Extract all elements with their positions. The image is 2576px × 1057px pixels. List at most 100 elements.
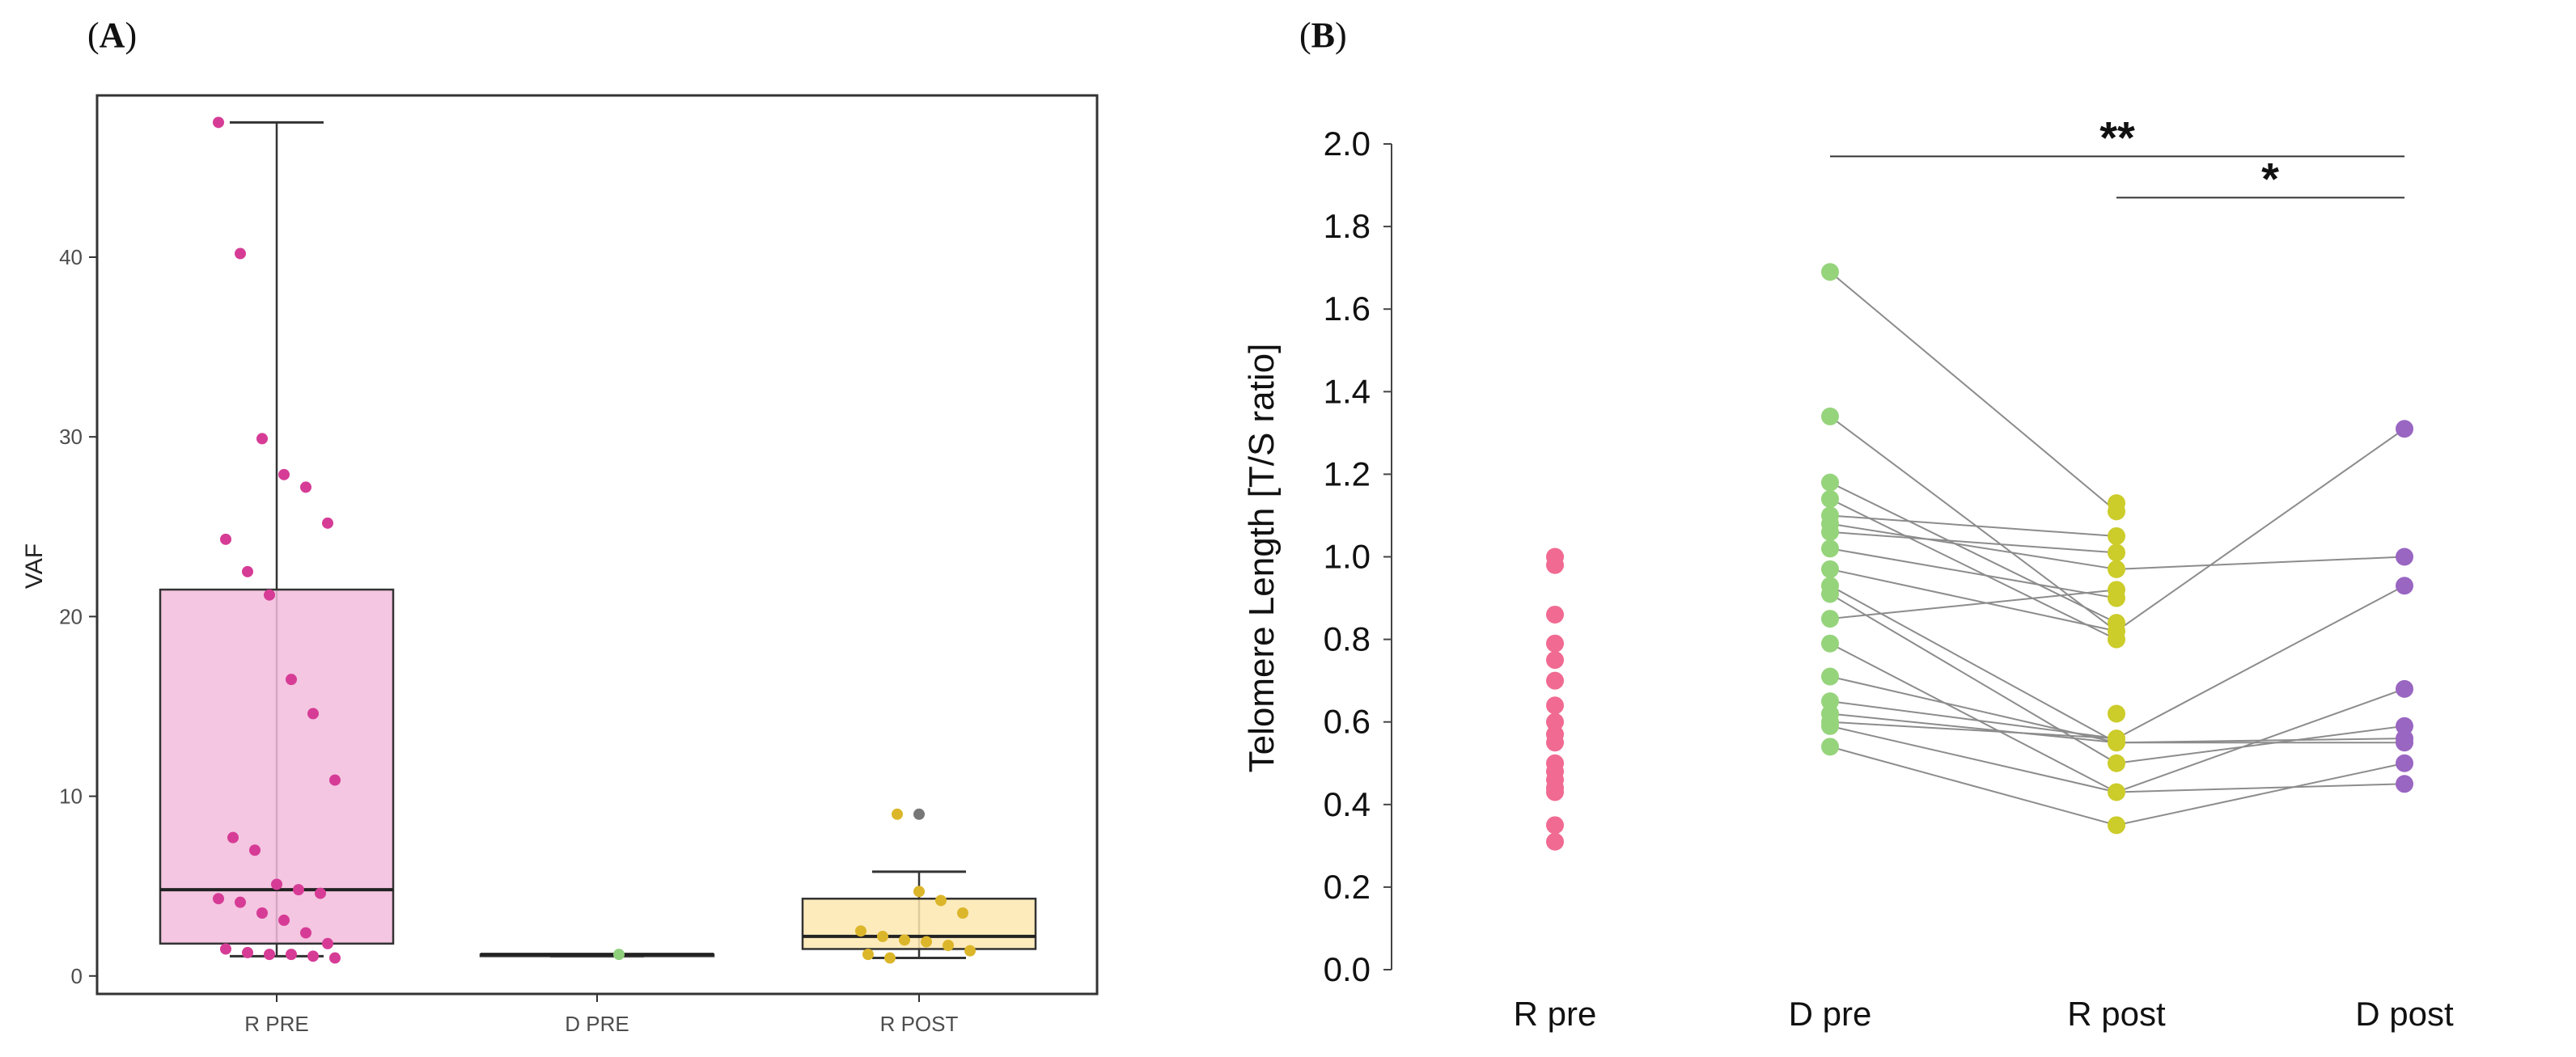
- panel-b-data-point: [1821, 560, 1839, 578]
- panel-b-pair-line: [2116, 585, 2405, 740]
- panel-a-data-point: [322, 517, 333, 529]
- panel-b-data-point: [1546, 671, 1564, 690]
- panel-b-data-point: [2108, 734, 2125, 752]
- panel-b-data-point: [1546, 605, 1564, 624]
- panel-b-data-point: [2108, 502, 2125, 521]
- panel-a-points: [213, 116, 976, 964]
- panel-b-y-tick-label: 1.0: [1324, 538, 1371, 576]
- panel-b-data-point: [2108, 754, 2125, 772]
- panel-b-data-point: [2396, 679, 2413, 698]
- panel-b-data-point: [1546, 783, 1564, 801]
- panel-b-significance-label: **: [2099, 112, 2135, 163]
- panel-a-data-point: [935, 894, 947, 907]
- panel-a-data-point: [278, 468, 290, 480]
- panel-a-y-tick-label: 40: [59, 245, 83, 269]
- panel-a-data-point: [921, 936, 932, 948]
- panel-a-chart: 0 10 20 30 40 R PRE D PRE R POST VAF: [21, 94, 1099, 1036]
- panel-b-y-tick-label: 0.6: [1324, 703, 1371, 741]
- panel-b-pair-line: [1829, 568, 2117, 632]
- panel-b-data-point: [1821, 634, 1839, 653]
- panel-b-data-point: [2108, 783, 2125, 801]
- panel-a-data-point: [278, 914, 290, 926]
- panel-b-data-point: [2108, 816, 2125, 835]
- panel-a-data-point: [235, 247, 246, 260]
- panel-a-data-point: [264, 949, 275, 961]
- panel-b-pair-line: [2116, 428, 2405, 632]
- panel-b-significance: ***: [1830, 112, 2404, 204]
- panel-b-pair-line: [1829, 514, 2117, 537]
- panel-b-y-tick-label: 0.4: [1324, 785, 1371, 823]
- panel-a-data-point: [315, 887, 326, 899]
- panel-a-x-tick-label: D PRE: [565, 1012, 629, 1036]
- panel-b-pair-line: [1829, 585, 2117, 744]
- panel-b-data-point: [1546, 832, 1564, 851]
- panel-b-y-tick-label: 1.2: [1324, 455, 1371, 493]
- panel-b-pair-line: [1829, 642, 2117, 793]
- panel-b-x-axis: R pre D pre R post D post: [1514, 995, 2454, 1033]
- panel-b-data-point: [2108, 589, 2125, 607]
- panel-a-y-axis: 0 10 20 30 40: [59, 245, 97, 988]
- panel-a-data-point: [264, 589, 275, 601]
- panel-a-data-point: [256, 433, 268, 445]
- panel-b-data-point: [1546, 634, 1564, 653]
- panel-b-data-point: [2396, 754, 2413, 772]
- panel-a-data-point: [307, 708, 319, 720]
- panel-b-significance-label: *: [2261, 153, 2279, 204]
- panel-b-pair-line: [1829, 498, 2117, 641]
- panel-b-data-point: [1821, 667, 1839, 686]
- panel-b-y-tick-label: 1.4: [1324, 372, 1371, 410]
- panel-b-x-tick-label: D pre: [1789, 995, 1872, 1033]
- panel-b-data-point: [1821, 692, 1839, 711]
- panel-a-x-tick-label: R PRE: [244, 1012, 308, 1036]
- panel-b-data-point: [1821, 717, 1839, 735]
- panel-a-data-point: [329, 952, 341, 964]
- panel-b-pair-line: [2116, 762, 2405, 827]
- panel-a-data-point: [307, 950, 319, 962]
- panel-b-data-point: [1821, 407, 1839, 425]
- panel-label-b: (B): [1299, 15, 1347, 55]
- panel-label-a: (A): [87, 15, 138, 55]
- panel-b-data-point: [1821, 539, 1839, 558]
- panel-b-pair-line: [2116, 783, 2405, 793]
- panel-a-y-tick-label: 20: [59, 604, 83, 628]
- panel-a-data-point: [884, 952, 896, 964]
- panel-a-data-point: [329, 774, 341, 786]
- panel-b-pair-lines: [1829, 271, 2405, 827]
- panel-b-x-tick-label: D post: [2355, 995, 2454, 1033]
- panel-b-data-point: [1546, 651, 1564, 670]
- panel-b-data-point: [1546, 712, 1564, 731]
- panel-b-pair-line: [1829, 712, 2117, 744]
- panel-b-data-point: [2396, 577, 2413, 595]
- panel-a-data-point: [300, 481, 311, 493]
- panel-a-outlier-point: [913, 808, 925, 820]
- panel-b-pair-line: [1829, 522, 2117, 570]
- panel-a-y-axis-title: VAF: [21, 543, 48, 589]
- panel-a-y-tick-label: 30: [59, 425, 83, 449]
- panel-a-data-point: [892, 808, 903, 820]
- panel-a-data-point: [249, 844, 261, 856]
- panel-b-pair-line: [1829, 531, 2117, 554]
- panel-b-data-point: [1821, 585, 1839, 603]
- panel-b-data-point: [1821, 473, 1839, 492]
- panel-b-pair-line: [1829, 721, 2117, 740]
- panel-b-pair-line: [1829, 746, 2117, 827]
- panel-b-data-point: [2396, 775, 2413, 793]
- panel-a-box: [801, 897, 1037, 950]
- panel-a-x-tick-label: R POST: [880, 1012, 959, 1036]
- panel-a-data-point: [286, 949, 297, 961]
- panel-b-pair-line: [1829, 481, 2117, 624]
- panel-a-data-point: [322, 937, 333, 949]
- panel-a-y-tick-label: 10: [59, 784, 83, 809]
- panel-a-data-point: [286, 674, 297, 686]
- panel-b-data-point: [1546, 556, 1564, 574]
- panel-b-pair-line: [1829, 725, 2117, 793]
- panel-b-data-point: [2108, 630, 2125, 649]
- panel-a-data-point: [964, 945, 976, 957]
- panel-b-y-tick-label: 1.6: [1324, 290, 1371, 328]
- panel-a-data-point: [242, 946, 253, 958]
- panel-a-data-point: [220, 533, 231, 545]
- panel-b-chart: 0.0 0.2 0.4 0.6 0.8 1.0 1.2 1.4 1.6 1.8 2.0 R pre D…: [1242, 112, 2454, 1033]
- panel-b-pair-line: [1829, 416, 2117, 632]
- panel-a-data-point: [613, 949, 625, 961]
